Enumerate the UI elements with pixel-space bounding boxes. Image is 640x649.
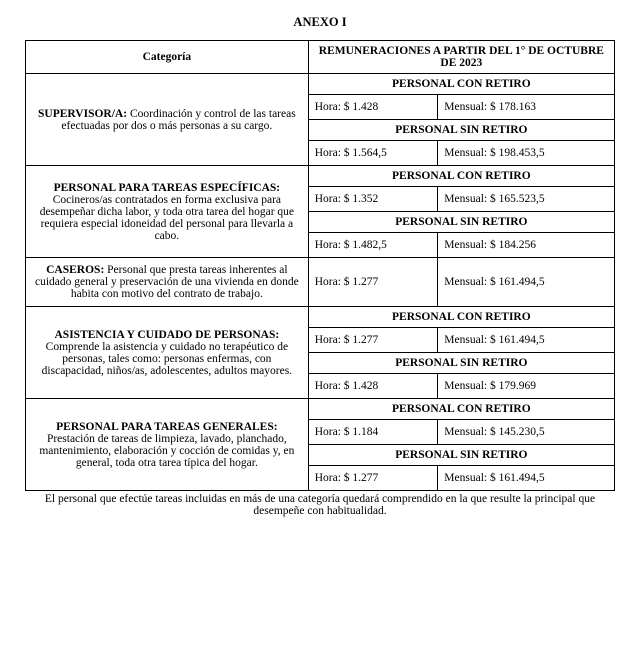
rate-mensual-cell: Mensual: $ 179.969: [438, 374, 615, 399]
mensual-value: $ 165.523,5: [490, 193, 545, 205]
rate-mensual-cell: Mensual: $ 198.453,5: [438, 141, 615, 166]
category-generales: PERSONAL PARA TAREAS GENERALES: Prestaci…: [26, 399, 309, 491]
rate-hora-cell: Hora: $ 1.428: [308, 95, 438, 120]
band-con-retiro: PERSONAL CON RETIRO: [308, 399, 614, 420]
category-title: SUPERVISOR/A:: [38, 108, 127, 120]
hora-value: $ 1.352: [344, 193, 379, 205]
band-con-retiro: PERSONAL CON RETIRO: [308, 166, 614, 187]
rate-mensual-cell: Mensual: $ 161.494,5: [438, 466, 615, 491]
rate-hora-cell: Hora: $ 1.277: [308, 258, 438, 307]
hora-label: Hora:: [315, 276, 341, 288]
hora-label: Hora:: [315, 193, 341, 205]
annex-title: ANEXO I: [25, 15, 615, 30]
rate-hora-cell: Hora: $ 1.352: [308, 187, 438, 212]
hora-value: $ 1.184: [344, 426, 379, 438]
hora-value: $ 1.482,5: [344, 239, 387, 251]
hora-value: $ 1.428: [344, 101, 379, 113]
rate-hora-cell: Hora: $ 1.428: [308, 374, 438, 399]
category-desc: Cocineros/as contratados en forma exclus…: [40, 194, 294, 242]
mensual-value: $ 161.494,5: [490, 334, 545, 346]
header-remuneraciones: REMUNERACIONES A PARTIR DEL 1° DE OCTUBR…: [308, 41, 614, 74]
rate-hora-cell: Hora: $ 1.277: [308, 466, 438, 491]
category-title: PERSONAL PARA TAREAS ESPECÍFICAS:: [54, 182, 281, 194]
mensual-label: Mensual:: [444, 193, 487, 205]
mensual-label: Mensual:: [444, 101, 487, 113]
category-asistencia: ASISTENCIA Y CUIDADO DE PERSONAS: Compre…: [26, 307, 309, 399]
mensual-value: $ 178.163: [490, 101, 536, 113]
remuneration-table: Categoría REMUNERACIONES A PARTIR DEL 1°…: [25, 40, 615, 491]
table-header-row: Categoría REMUNERACIONES A PARTIR DEL 1°…: [26, 41, 615, 74]
hora-value: $ 1.428: [344, 380, 379, 392]
rate-hora-cell: Hora: $ 1.564,5: [308, 141, 438, 166]
hora-label: Hora:: [315, 147, 341, 159]
rate-mensual-cell: Mensual: $ 184.256: [438, 233, 615, 258]
category-especificas: PERSONAL PARA TAREAS ESPECÍFICAS: Cocine…: [26, 166, 309, 258]
category-title: CASEROS:: [46, 264, 104, 276]
category-title: PERSONAL PARA TAREAS GENERALES:: [56, 421, 277, 433]
hora-value: $ 1.277: [344, 276, 379, 288]
band-con-retiro: PERSONAL CON RETIRO: [308, 307, 614, 328]
mensual-value: $ 179.969: [490, 380, 536, 392]
hora-label: Hora:: [315, 426, 341, 438]
hora-label: Hora:: [315, 472, 341, 484]
hora-label: Hora:: [315, 380, 341, 392]
band-con-retiro: PERSONAL CON RETIRO: [308, 74, 614, 95]
rate-hora-cell: Hora: $ 1.184: [308, 420, 438, 445]
mensual-label: Mensual:: [444, 472, 487, 484]
category-title: ASISTENCIA Y CUIDADO DE PERSONAS:: [55, 329, 280, 341]
mensual-value: $ 198.453,5: [490, 147, 545, 159]
hora-value: $ 1.277: [344, 472, 379, 484]
mensual-value: $ 161.494,5: [490, 276, 545, 288]
mensual-label: Mensual:: [444, 380, 487, 392]
hora-label: Hora:: [315, 239, 341, 251]
category-desc: Comprende la asistencia y cuidado no ter…: [42, 341, 292, 377]
rate-mensual-cell: Mensual: $ 161.494,5: [438, 258, 615, 307]
header-categoria: Categoría: [26, 41, 309, 74]
rate-mensual-cell: Mensual: $ 165.523,5: [438, 187, 615, 212]
band-sin-retiro: PERSONAL SIN RETIRO: [308, 212, 614, 233]
rate-mensual-cell: Mensual: $ 145.230,5: [438, 420, 615, 445]
hora-value: $ 1.277: [344, 334, 379, 346]
rate-mensual-cell: Mensual: $ 161.494,5: [438, 328, 615, 353]
mensual-value: $ 161.494,5: [490, 472, 545, 484]
mensual-label: Mensual:: [444, 239, 487, 251]
rate-mensual-cell: Mensual: $ 178.163: [438, 95, 615, 120]
band-sin-retiro: PERSONAL SIN RETIRO: [308, 445, 614, 466]
mensual-label: Mensual:: [444, 426, 487, 438]
category-caseros: CASEROS: Personal que presta tareas inhe…: [26, 258, 309, 307]
hora-label: Hora:: [315, 334, 341, 346]
category-desc: Prestación de tareas de limpieza, lavado…: [39, 433, 294, 469]
mensual-value: $ 184.256: [490, 239, 536, 251]
hora-value: $ 1.564,5: [344, 147, 387, 159]
footnote: El personal que efectúe tareas incluidas…: [25, 493, 615, 517]
rate-hora-cell: Hora: $ 1.482,5: [308, 233, 438, 258]
mensual-value: $ 145.230,5: [490, 426, 545, 438]
band-sin-retiro: PERSONAL SIN RETIRO: [308, 353, 614, 374]
mensual-label: Mensual:: [444, 334, 487, 346]
category-supervisor: SUPERVISOR/A: Coordinación y control de …: [26, 74, 309, 166]
mensual-label: Mensual:: [444, 276, 487, 288]
mensual-label: Mensual:: [444, 147, 487, 159]
band-sin-retiro: PERSONAL SIN RETIRO: [308, 120, 614, 141]
hora-label: Hora:: [315, 101, 341, 113]
rate-hora-cell: Hora: $ 1.277: [308, 328, 438, 353]
